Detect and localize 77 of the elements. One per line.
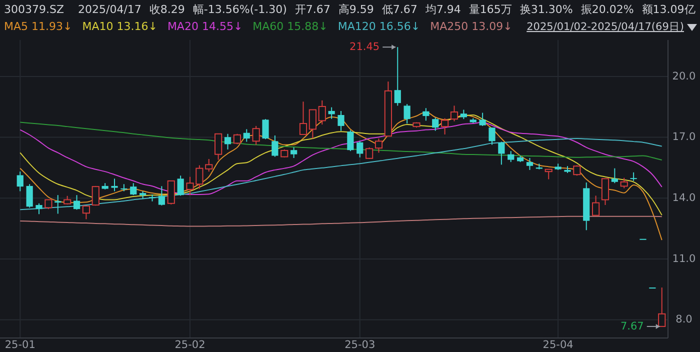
text: 量165万 xyxy=(468,3,512,16)
annotation: 7.67 xyxy=(620,320,644,332)
candlestick xyxy=(347,130,354,152)
y-tick-label: 20.0 xyxy=(672,70,696,82)
text: 额13.09亿 xyxy=(642,3,696,16)
candlestick xyxy=(592,195,600,216)
text: 收8.29 xyxy=(149,3,185,16)
chart-title: 300379.SZ xyxy=(4,3,64,16)
candlestick xyxy=(498,141,505,166)
candlestick xyxy=(601,178,610,206)
candlestick xyxy=(290,146,298,158)
candlestick xyxy=(479,112,486,126)
text: 幅-13.56%(-1.30) xyxy=(192,3,287,16)
text: 2025/01/02-2025/04/17(69日) xyxy=(526,21,684,33)
text: MA60 15.88↓ xyxy=(252,20,328,33)
y-tick-label: 14.0 xyxy=(672,192,696,204)
candlestick xyxy=(318,100,326,126)
candlestick xyxy=(16,171,24,192)
candlestick xyxy=(262,118,269,140)
text: MA10 13.16↓ xyxy=(82,20,158,33)
candlestick xyxy=(356,140,364,158)
candlestick xyxy=(167,180,175,205)
candlestick xyxy=(620,177,628,189)
candlestick xyxy=(488,127,496,146)
candlestick xyxy=(338,110,344,132)
candlestick xyxy=(526,157,534,170)
candlestick xyxy=(328,106,335,120)
candlestick xyxy=(508,150,514,163)
candlestick xyxy=(111,178,118,192)
text: MA5 11.93↓ xyxy=(4,20,72,33)
candlestick xyxy=(308,109,316,140)
candlestick xyxy=(404,104,410,124)
candlestick xyxy=(233,133,241,145)
candlestick xyxy=(54,194,62,214)
candlestick xyxy=(299,101,308,135)
candlestick xyxy=(158,186,165,206)
y-tick-label: 17.0 xyxy=(672,131,696,144)
candlestick xyxy=(177,175,184,196)
candlestick xyxy=(73,194,80,210)
text: MA20 14.55↓ xyxy=(167,20,243,33)
candlestick xyxy=(441,118,449,135)
candlestick xyxy=(214,133,222,160)
candlestick xyxy=(82,206,90,220)
text: 高9.59 xyxy=(338,3,374,16)
x-tick-label: 25-02 xyxy=(174,339,206,351)
line-series xyxy=(20,122,662,161)
candlestick xyxy=(44,199,52,210)
candlestick xyxy=(252,125,260,146)
candlestick xyxy=(422,108,430,122)
x-tick-label: 25-03 xyxy=(344,339,376,351)
candlestick xyxy=(243,128,250,142)
x-tick-label: 25-01 xyxy=(4,339,36,351)
candlestick xyxy=(130,182,137,196)
text: 振20.02% xyxy=(580,3,634,16)
text: MA120 16.56↓ xyxy=(338,20,420,33)
candlestick xyxy=(205,158,213,172)
annotation: 21.45 xyxy=(350,40,380,53)
y-tick-label: 11.0 xyxy=(672,252,696,265)
text: 换31.30% xyxy=(520,3,573,16)
candlestick xyxy=(432,117,439,132)
x-tick-label: 25-04 xyxy=(542,339,574,351)
candlestick xyxy=(36,202,42,215)
candlestick xyxy=(366,146,374,160)
candlestick xyxy=(450,105,458,122)
candlestick xyxy=(224,133,232,150)
candlestick xyxy=(544,168,552,180)
text: 开7.67 xyxy=(294,3,330,16)
candlestick xyxy=(611,168,618,184)
candlestick xyxy=(272,134,278,158)
text: MA250 13.09↓ xyxy=(430,20,512,33)
y-tick-label: 8.0 xyxy=(676,314,692,326)
candlestick xyxy=(26,184,33,208)
candlestick xyxy=(460,109,467,120)
text: 低7.67 xyxy=(382,3,418,16)
text: 2025/04/17 xyxy=(78,3,142,16)
candlestick xyxy=(374,138,383,154)
text: 均7.94 xyxy=(424,3,461,16)
